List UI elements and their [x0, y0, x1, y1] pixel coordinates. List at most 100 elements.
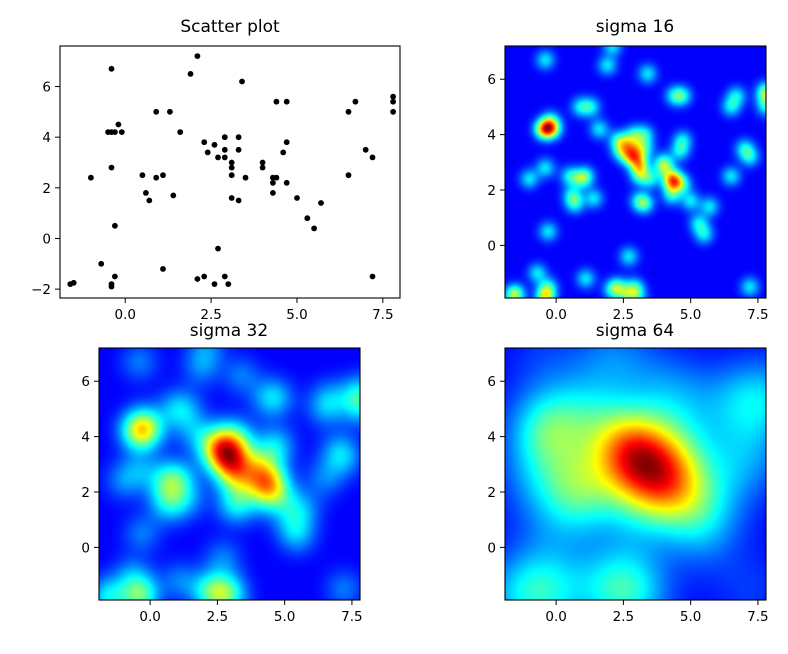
scatter-point — [160, 266, 166, 272]
scatter-title: Scatter plot — [180, 17, 280, 37]
scatter-point — [318, 200, 324, 206]
scatter-point — [112, 222, 118, 229]
scatter-point — [294, 195, 300, 201]
scatter-point — [143, 190, 149, 196]
scatter-points — [67, 53, 396, 290]
scatter-point — [270, 190, 276, 196]
scatter-point — [345, 172, 352, 179]
scatter-point — [112, 129, 118, 136]
x-tick-label: 5.0 — [274, 609, 295, 625]
x-tick-label: 0.0 — [139, 609, 160, 625]
y-tick-label: 2 — [487, 183, 496, 199]
scatter-point — [352, 98, 359, 105]
y-tick-label: 6 — [81, 374, 90, 390]
x-tick-label: 0.0 — [545, 307, 566, 323]
scatter-point — [194, 276, 201, 282]
scatter-point — [108, 283, 115, 290]
scatter-point — [283, 179, 290, 186]
x-tick-label: 2.5 — [200, 307, 221, 323]
scatter-point — [98, 260, 105, 267]
panel-scatter: 0.0 2.5 5.0 7.5 −2 0 2 4 6 Scatter plot — [31, 17, 401, 323]
heatmap-sigma-32-ticks: 0.0 2.5 5.0 7.5 0 2 4 6 — [81, 374, 362, 625]
scatter-point — [259, 159, 266, 166]
y-tick-label: 0 — [487, 540, 496, 556]
scatter-point — [221, 273, 228, 280]
x-tick-label: 7.5 — [747, 609, 768, 625]
heatmap-sigma-64-frame — [504, 347, 767, 601]
y-tick-label: 0 — [81, 540, 90, 556]
scatter-point — [108, 65, 115, 72]
scatter-point — [280, 149, 287, 156]
scatter-point — [362, 146, 369, 153]
y-tick-label: 2 — [42, 181, 51, 197]
scatter-point — [221, 146, 228, 153]
scatter-point — [88, 174, 94, 181]
scatter-point — [228, 164, 235, 171]
y-tick-label: 6 — [42, 80, 51, 96]
scatter-point — [311, 225, 317, 232]
x-tick-label: 5.0 — [286, 307, 307, 323]
scatter-point — [228, 172, 235, 179]
y-tick-label: 4 — [42, 130, 51, 146]
heatmap-sigma-16-ticks: 0.0 2.5 5.0 7.5 0 2 4 6 — [487, 72, 768, 323]
x-tick-label: 0.0 — [115, 307, 136, 323]
scatter-point — [273, 174, 280, 181]
y-tick-label: 4 — [487, 128, 496, 144]
scatter-point — [153, 174, 160, 181]
scatter-ticks: 0.0 2.5 5.0 7.5 −2 0 2 4 6 — [31, 80, 393, 323]
scatter-point — [270, 179, 276, 186]
y-tick-label: −2 — [31, 282, 51, 298]
panel-sigma-64: 0.0 2.5 5.0 7.5 0 2 4 6 sigma 64 — [487, 321, 768, 625]
scatter-point — [194, 53, 201, 59]
scatter-point — [167, 108, 173, 115]
x-tick-label: 2.5 — [613, 307, 634, 323]
scatter-point — [201, 273, 208, 280]
heatmap-sigma-16-frame — [504, 45, 767, 299]
scatter-point — [177, 129, 184, 136]
scatter-point — [390, 108, 396, 115]
scatter-point — [118, 129, 125, 136]
heatmap-sigma-64-title: sigma 64 — [596, 321, 674, 341]
heatmap-sigma-16-image — [505, 46, 766, 298]
y-tick-label: 4 — [487, 430, 496, 446]
scatter-point — [259, 164, 266, 171]
x-tick-label: 2.5 — [207, 609, 228, 625]
scatter-point — [369, 154, 376, 161]
heatmap-sigma-64-image — [505, 348, 766, 600]
scatter-point — [139, 172, 146, 179]
scatter-point — [242, 174, 249, 181]
scatter-point — [304, 215, 311, 222]
scatter-point — [390, 93, 396, 100]
scatter-point — [235, 134, 242, 141]
scatter-point — [160, 172, 166, 179]
scatter-point — [390, 98, 396, 105]
scatter-point — [221, 134, 228, 141]
scatter-point — [215, 245, 221, 252]
scatter-frame — [59, 45, 401, 299]
heatmap-sigma-32-image — [99, 348, 360, 600]
scatter-point — [273, 98, 280, 105]
heatmap-sigma-32-frame — [98, 347, 361, 601]
y-tick-label: 2 — [487, 485, 496, 501]
scatter-point — [283, 98, 290, 105]
scatter-point — [70, 279, 77, 286]
x-tick-label: 5.0 — [680, 609, 701, 625]
heatmap-image — [99, 348, 360, 600]
scatter-point — [211, 281, 218, 287]
y-tick-label: 0 — [487, 238, 496, 254]
y-tick-label: 6 — [487, 72, 496, 88]
scatter-point — [204, 149, 211, 156]
scatter-point — [201, 139, 208, 146]
scatter-point — [146, 197, 153, 204]
x-tick-label: 2.5 — [613, 609, 634, 625]
x-tick-label: 7.5 — [747, 307, 768, 323]
y-tick-label: 2 — [81, 485, 90, 501]
scatter-point — [112, 273, 118, 280]
heatmap-sigma-16-title: sigma 16 — [596, 17, 674, 37]
scatter-point — [108, 164, 115, 171]
heatmap-image — [505, 348, 766, 600]
heatmap-image — [505, 46, 766, 298]
x-tick-label: 7.5 — [341, 609, 362, 625]
panel-sigma-32: 0.0 2.5 5.0 7.5 0 2 4 6 sigma 32 — [81, 321, 362, 625]
